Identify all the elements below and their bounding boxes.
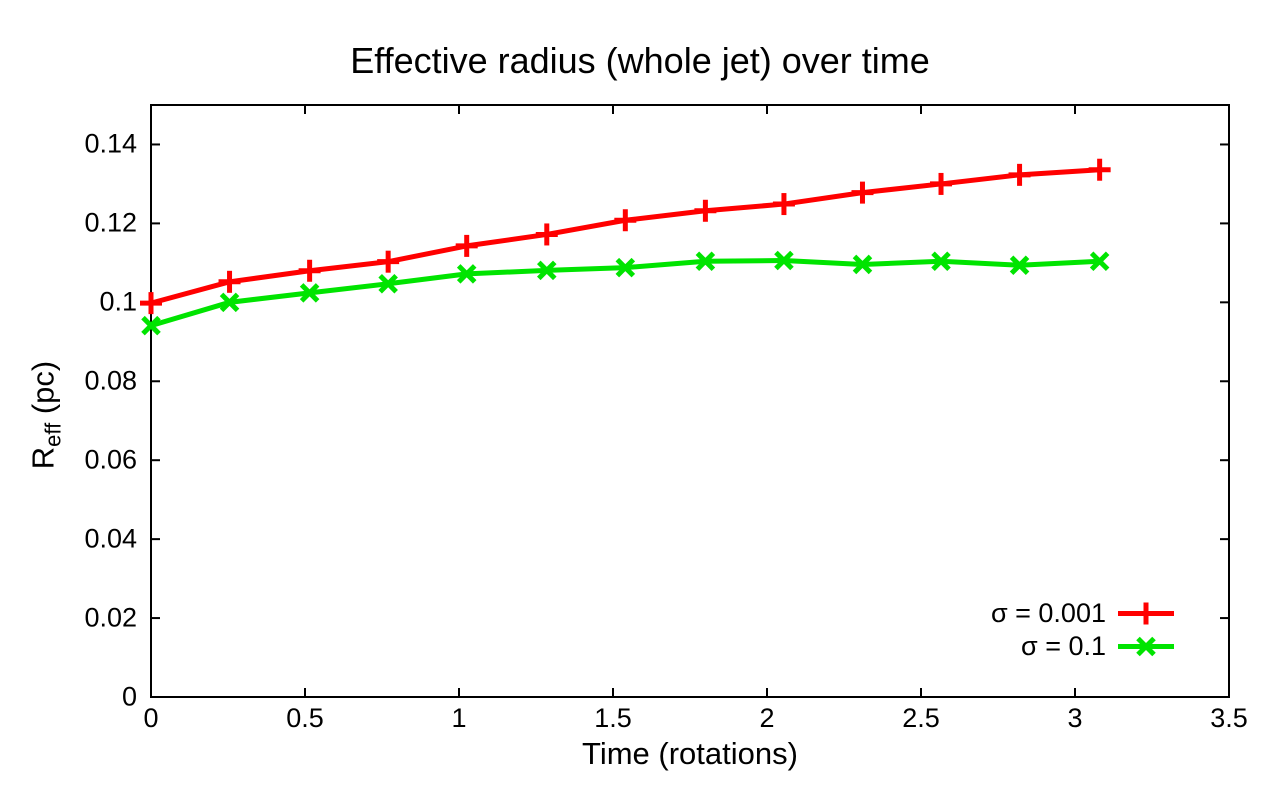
data-point-marker [1009, 255, 1030, 276]
data-point-marker [456, 264, 477, 284]
series-line [150, 167, 1100, 306]
x-tick-label: 3.5 [1210, 703, 1248, 733]
data-point-marker [141, 315, 161, 336]
y-tick-label: 0.14 [84, 128, 137, 159]
legend-label: σ = 0.001 [990, 598, 1106, 628]
legend-sample-line [1118, 602, 1174, 625]
x-tick-label: 2.5 [902, 703, 940, 733]
data-point-marker [852, 254, 873, 275]
y-tick-label: 0.04 [84, 523, 137, 554]
x-tick-label: 3 [1067, 703, 1083, 733]
data-point-marker [299, 283, 320, 303]
y-tick-label: 0.06 [84, 444, 137, 475]
x-tick-label: 2 [759, 703, 775, 733]
x-axis-label: Time (rotations) [582, 736, 798, 771]
y-tick-label: 0.12 [84, 207, 137, 238]
legend: σ = 0.001 σ = 0.1 [991, 597, 1177, 663]
y-tick-label: 0.08 [84, 365, 137, 396]
data-point-marker [774, 250, 794, 271]
legend-sample-marker [1136, 636, 1156, 657]
y-tick-label: 0 [121, 681, 137, 712]
data-point-marker [537, 260, 557, 281]
y-axis-label-subscript: eff [40, 422, 66, 447]
x-tick-label: 0 [143, 703, 159, 733]
y-tick-label: 0.02 [84, 602, 137, 633]
x-tick-label: 0.5 [286, 703, 324, 733]
legend-item: σ = 0.1 [991, 630, 1177, 663]
chart-title: Effective radius (whole jet) over time [350, 40, 930, 81]
x-tick-label: 1.5 [594, 703, 632, 733]
data-point-marker [615, 257, 636, 278]
data-point-marker [931, 251, 951, 272]
data-point-marker [695, 251, 716, 272]
legend-label: σ = 0.1 [1021, 631, 1106, 661]
data-point-marker [219, 292, 240, 313]
x-tick-label: 1 [451, 703, 467, 733]
data-point-marker [1089, 251, 1110, 272]
plot-border [150, 104, 1230, 698]
y-tick-label: 0.1 [99, 286, 137, 317]
data-point-marker [378, 274, 398, 294]
legend-item: σ = 0.001 [991, 597, 1177, 630]
legend-sample-line [1118, 636, 1174, 657]
